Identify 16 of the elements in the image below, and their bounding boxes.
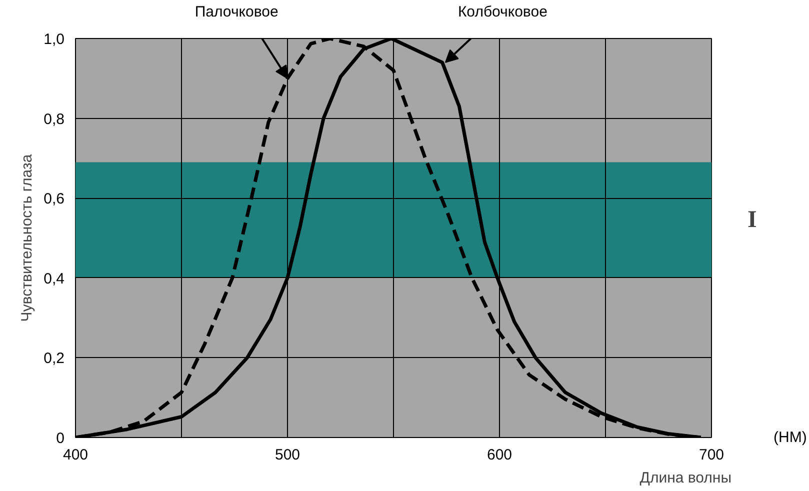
x-tick-label: 400: [62, 446, 88, 464]
y-tick-label: 0,2: [44, 350, 65, 368]
x-tick-label: 600: [486, 446, 512, 464]
y-tick-label: 0,8: [44, 110, 65, 128]
annotation: Колбочковое: [458, 4, 548, 20]
annotation: Палочковое: [194, 4, 278, 20]
y-tick-label: 1,0: [44, 31, 65, 48]
x-tick-label: 700: [698, 446, 724, 464]
x-tick-label: 500: [274, 446, 300, 464]
x-axis-title: Длина волны: [640, 470, 732, 486]
y-tick-label: 0: [56, 430, 64, 447]
y-axis-title: Чувствительность глаза: [18, 154, 36, 322]
text: (НМ): [774, 429, 807, 446]
band-label: I: [748, 207, 757, 234]
y-tick-label: 0,4: [44, 270, 65, 288]
y-tick-label: 0,6: [44, 190, 65, 208]
